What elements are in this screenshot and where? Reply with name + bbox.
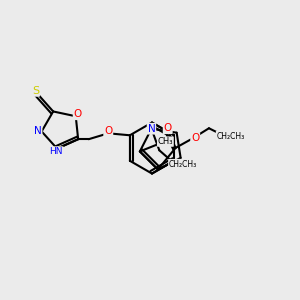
Text: CH₂CH₃: CH₂CH₃ bbox=[216, 132, 245, 141]
Text: CH₂CH₃: CH₂CH₃ bbox=[169, 160, 197, 169]
Text: N: N bbox=[34, 126, 42, 136]
Text: O: O bbox=[164, 123, 172, 133]
Text: N: N bbox=[148, 124, 155, 134]
Text: O: O bbox=[74, 109, 82, 119]
Text: CH₃: CH₃ bbox=[158, 137, 173, 146]
Text: O: O bbox=[104, 126, 112, 136]
Text: O: O bbox=[191, 133, 199, 143]
Text: HN: HN bbox=[49, 147, 63, 156]
Text: S: S bbox=[32, 86, 39, 96]
